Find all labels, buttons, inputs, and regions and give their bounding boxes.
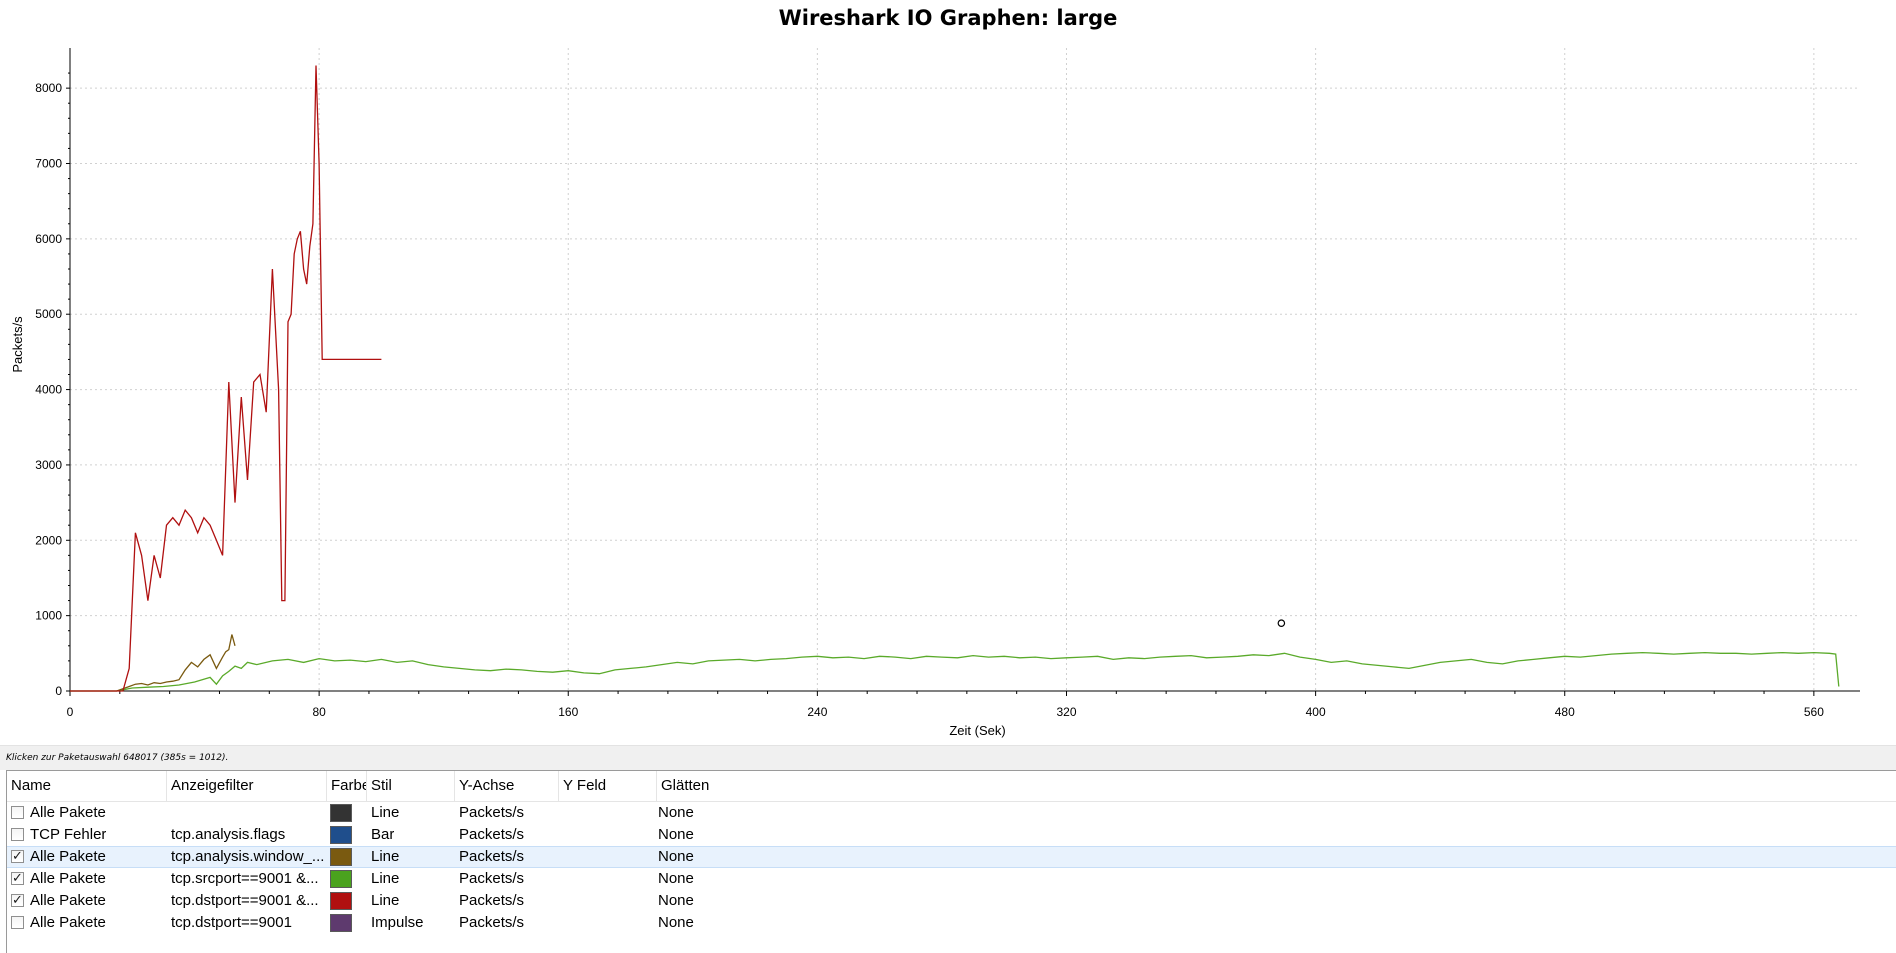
table-body: Alle Pakete Line Packets/s None TCP Fehler tc… (7, 802, 1896, 934)
row-yaxis: Packets/s (459, 870, 525, 887)
selected-packet-marker[interactable] (1277, 619, 1286, 627)
graph-enable-checkbox[interactable] (11, 806, 24, 819)
row-filter: tcp.analysis.window_... (171, 848, 325, 865)
row-color-swatch[interactable] (330, 848, 352, 866)
row-yaxis: Packets/s (459, 826, 525, 843)
row-style: Impulse (371, 914, 424, 931)
row-filter: tcp.srcport==9001 &... (171, 870, 319, 887)
graph-enable-checkbox[interactable] (11, 828, 24, 841)
x-tick-label: 160 (558, 705, 578, 719)
chart-title: Wireshark IO Graphen: large (779, 6, 1118, 30)
graph-enable-checkbox[interactable] (11, 916, 24, 929)
x-tick-label: 320 (1056, 705, 1076, 719)
row-smoothing: None (658, 870, 694, 887)
x-tick-label: 80 (312, 705, 326, 719)
status-bar: Klicken zur Paketauswahl 648017 (385s = … (0, 745, 1896, 770)
column-header-color[interactable]: Farbe (327, 771, 367, 801)
row-style: Line (371, 848, 400, 865)
column-header-smoothing[interactable]: Glätten (661, 777, 710, 794)
y-tick-label: 2000 (35, 533, 62, 547)
row-style: Line (371, 892, 400, 909)
column-header-style[interactable]: Stil (367, 771, 455, 801)
row-style: Line (371, 870, 400, 887)
row-smoothing: None (658, 826, 694, 843)
row-name: Alle Pakete (30, 892, 106, 909)
row-color-swatch[interactable] (330, 914, 352, 932)
x-tick-label: 400 (1306, 705, 1326, 719)
row-color-swatch[interactable] (330, 804, 352, 822)
row-yaxis: Packets/s (459, 804, 525, 821)
row-style: Line (371, 804, 400, 821)
table-row[interactable]: Alle Pakete tcp.dstport==9001 Impulse Packe… (7, 912, 1896, 934)
row-smoothing: None (658, 892, 694, 909)
x-tick-label: 0 (67, 705, 74, 719)
table-row[interactable]: TCP Fehler tcp.analysis.flags Bar Packets/s… (7, 824, 1896, 846)
row-filter: tcp.dstport==9001 &... (171, 892, 319, 909)
column-header-yaxis[interactable]: Y-Achse (455, 771, 559, 801)
graph-list-table[interactable]: Name Anzeigefilter Farbe Stil Y-Achse Y … (6, 770, 1896, 953)
row-smoothing: None (658, 804, 694, 821)
y-tick-label: 5000 (35, 307, 62, 321)
graph-enable-checkbox[interactable]: ✓ (11, 849, 24, 864)
series-line-2 (70, 651, 1840, 692)
row-name: Alle Pakete (30, 914, 106, 931)
row-color-swatch[interactable] (330, 892, 352, 910)
column-header-filter[interactable]: Anzeigefilter (167, 771, 327, 801)
table-header: Name Anzeigefilter Farbe Stil Y-Achse Y … (7, 771, 1896, 802)
row-color-swatch[interactable] (330, 826, 352, 844)
io-graph-chart[interactable]: Wireshark IO Graphen: large 0 80 160 240 320 4… (0, 0, 1896, 745)
row-name: Alle Pakete (30, 804, 106, 821)
row-name: TCP Fehler (30, 826, 107, 843)
row-smoothing: None (658, 848, 694, 865)
y-tick-label: 1000 (35, 609, 62, 623)
x-tick-label: 480 (1555, 705, 1575, 719)
y-tick-label: 4000 (35, 383, 62, 397)
row-filter: tcp.dstport==9001 (171, 914, 292, 931)
column-header-yfield[interactable]: Y Feld (559, 771, 657, 801)
grid-lines (70, 48, 1860, 691)
row-smoothing: None (658, 914, 694, 931)
row-yaxis: Packets/s (459, 848, 525, 865)
row-filter: tcp.analysis.flags (171, 826, 286, 843)
y-tick-label: 7000 (35, 157, 62, 171)
y-tick-label: 8000 (35, 81, 62, 95)
x-tick-label: 560 (1804, 705, 1824, 719)
io-graph-plot[interactable]: Wireshark IO Graphen: large 0 80 160 240 320 4… (0, 0, 1896, 745)
table-row[interactable]: Alle Pakete Line Packets/s None (7, 802, 1896, 824)
y-tick-label: 6000 (35, 232, 62, 246)
y-tick-label: 3000 (35, 458, 62, 472)
row-yaxis: Packets/s (459, 892, 525, 909)
status-text: Klicken zur Paketauswahl 648017 (385s = … (6, 753, 229, 763)
row-yaxis: Packets/s (459, 914, 525, 931)
row-style: Bar (371, 826, 395, 843)
y-tick-label: 0 (55, 684, 62, 698)
row-color-swatch[interactable] (330, 870, 352, 888)
graph-enable-checkbox[interactable]: ✓ (11, 871, 24, 886)
x-axis-label: Zeit (Sek) (949, 723, 1005, 738)
column-header-name[interactable]: Name (7, 771, 167, 801)
series-line-1 (70, 634, 236, 692)
x-tick-label: 240 (807, 705, 827, 719)
table-row[interactable]: ✓ Alle Pakete tcp.analysis.window_... Line P… (7, 846, 1896, 868)
graph-enable-checkbox[interactable]: ✓ (11, 893, 24, 908)
series-line-0 (70, 65, 382, 692)
table-row[interactable]: ✓ Alle Pakete tcp.dstport==9001 &... Line Pa… (7, 890, 1896, 912)
table-row[interactable]: ✓ Alle Pakete tcp.srcport==9001 &... Line Pa… (7, 868, 1896, 890)
row-name: Alle Pakete (30, 848, 106, 865)
row-name: Alle Pakete (30, 870, 106, 887)
y-axis-label: Packets/s (10, 316, 25, 373)
